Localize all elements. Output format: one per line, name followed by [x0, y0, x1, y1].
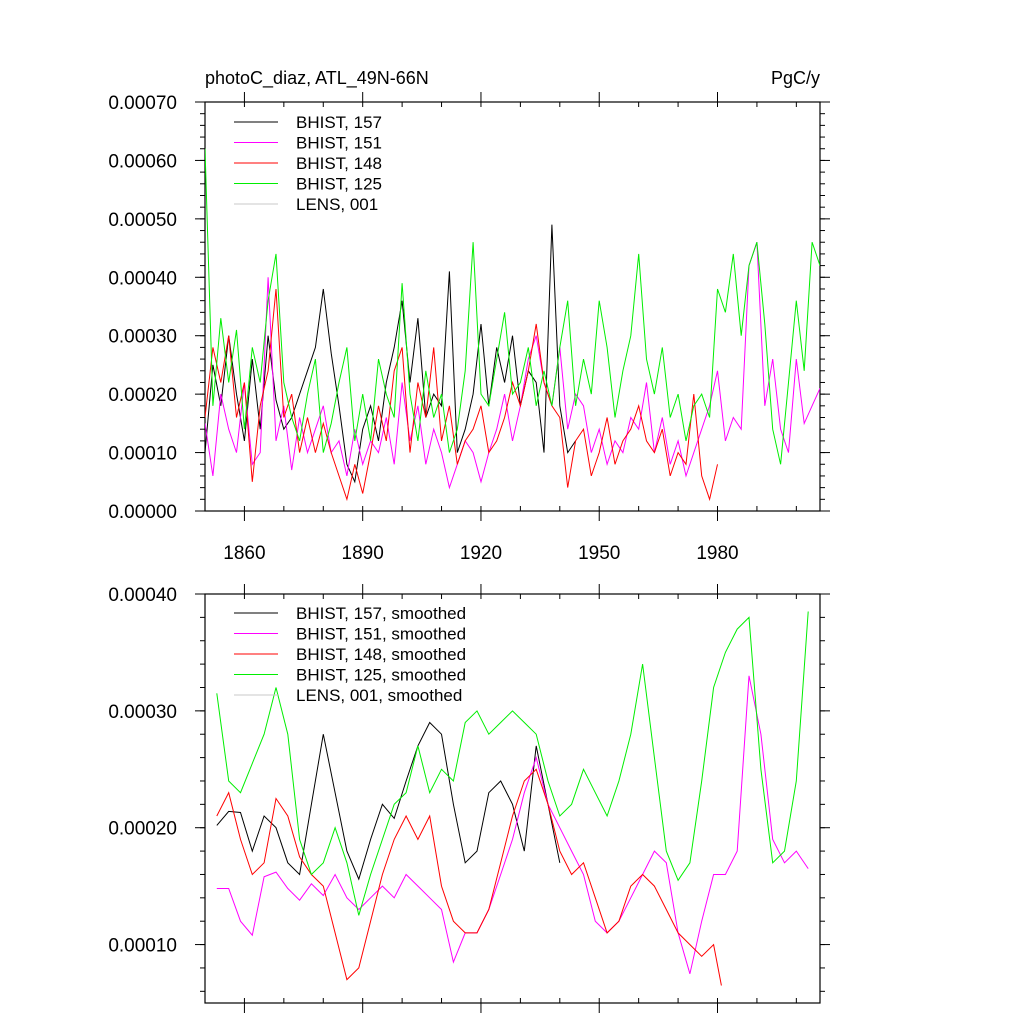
series-line	[205, 224, 577, 484]
x-tick-label: 1950	[578, 543, 620, 564]
y-tick-label: 0.00000	[108, 502, 177, 523]
plot-frame	[204, 101, 821, 512]
series-line	[205, 148, 820, 465]
series-line	[205, 242, 820, 490]
legend-label: BHIST, 125, smoothed	[296, 666, 466, 685]
series-line	[216, 768, 722, 986]
top-panel: 1860 1890 1920 1950 1980 0.00000 0.00010 0.0002…	[108, 68, 830, 564]
legend-label: BHIST, 148	[296, 154, 382, 173]
series-line	[216, 721, 561, 881]
chart-title: photoC_diaz, ATL_49N-66N	[205, 68, 429, 89]
series-line	[216, 675, 809, 974]
series-line	[216, 611, 809, 916]
legend-label: BHIST, 125	[296, 175, 382, 194]
y-tick-label: 0.00030	[108, 327, 177, 348]
plot-frame	[204, 593, 821, 1004]
legend-label: LENS, 001, smoothed	[296, 686, 462, 705]
series-line	[205, 288, 718, 502]
y-tick-label: 0.00070	[108, 93, 177, 114]
legend-label: BHIST, 148, smoothed	[296, 645, 466, 664]
x-tick-label: 1920	[460, 543, 502, 564]
x-tick-label: 1860	[223, 543, 265, 564]
y-tick-label: 0.00010	[108, 936, 177, 957]
x-tick-label: 1980	[696, 543, 738, 564]
y-tick-label: 0.00040	[108, 585, 177, 606]
y-tick-label: 0.00020	[108, 819, 177, 840]
y-tick-label: 0.00020	[108, 385, 177, 406]
y-tick-label: 0.00040	[108, 268, 177, 289]
legend-label: LENS, 001	[296, 195, 378, 214]
legend-label: BHIST, 151	[296, 134, 382, 153]
x-tick-label: 1890	[342, 543, 384, 564]
y-tick-label: 0.00050	[108, 210, 177, 231]
legend-label: BHIST, 151, smoothed	[296, 625, 466, 644]
y-tick-label: 0.00060	[108, 151, 177, 172]
legend-label: BHIST, 157, smoothed	[296, 604, 466, 623]
units-label: PgC/y	[771, 68, 820, 88]
y-tick-label: 0.00010	[108, 444, 177, 465]
y-tick-label: 0.00030	[108, 702, 177, 723]
legend-label: BHIST, 157	[296, 113, 382, 132]
bottom-panel: 0.00010 0.00020 0.00030 0.00040 BHIST, 157, …	[108, 584, 830, 1013]
